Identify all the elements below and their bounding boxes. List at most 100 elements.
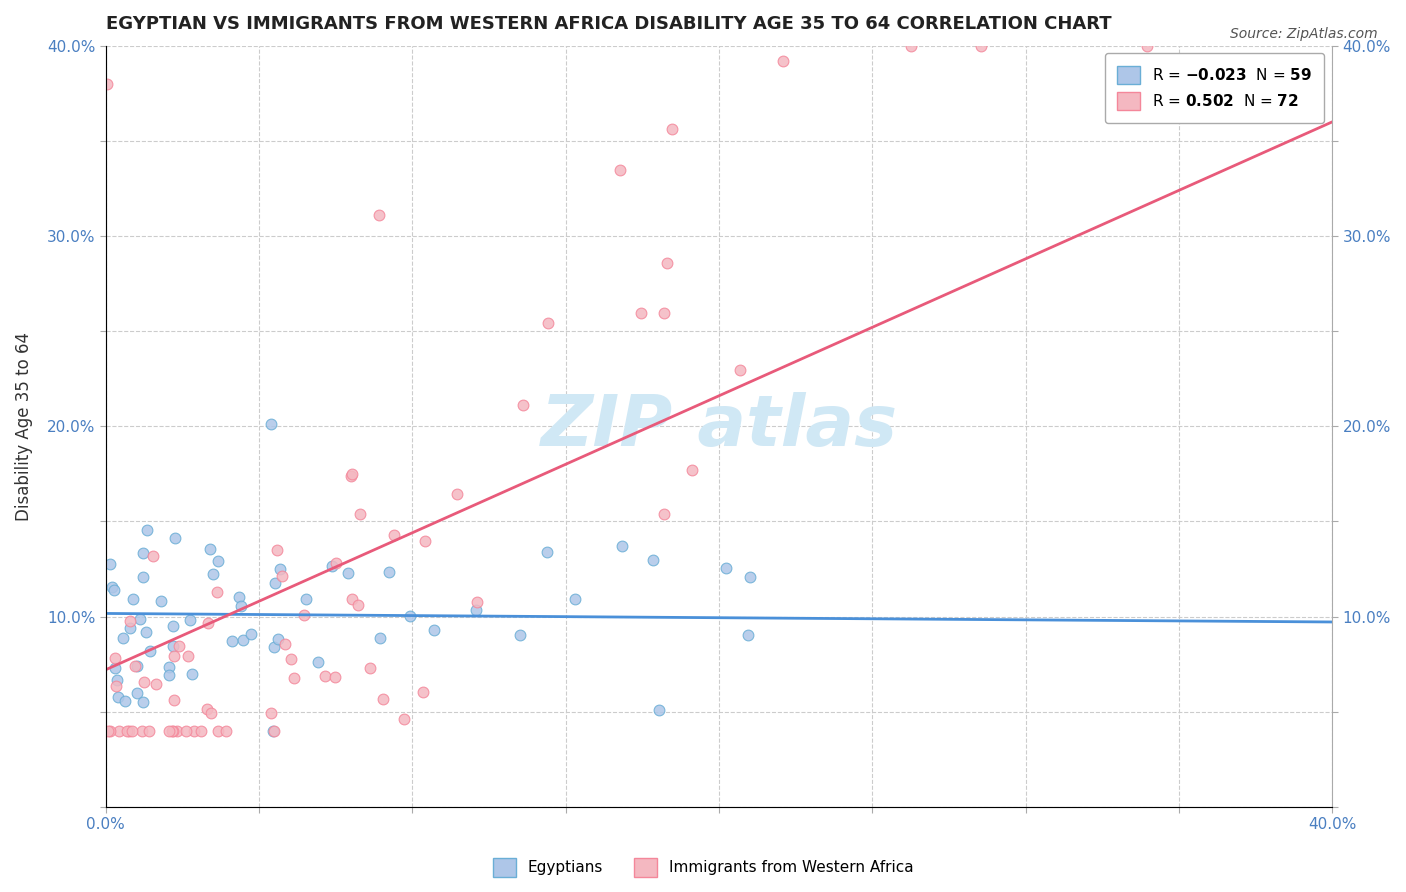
Point [228,590,250,604]
Point [131,723,153,738]
Text: EGYPTIAN VS IMMIGRANTS FROM WESTERN AFRICA DISABILITY AGE 35 TO 64 CORRELATION C: EGYPTIAN VS IMMIGRANTS FROM WESTERN AFRI… [105,15,1111,33]
Point [321,559,343,574]
Point [465,595,488,609]
Point [412,685,434,699]
Point [179,613,201,627]
Point [207,554,229,568]
Point [652,507,675,521]
Point [267,632,290,647]
Point [294,591,316,606]
Point [263,576,285,591]
Point [98,723,121,738]
Point [423,623,446,637]
Point [142,549,165,564]
Point [325,556,347,570]
Point [105,680,128,694]
Point [661,122,683,136]
Point [340,592,363,607]
Point [655,256,678,270]
Point [149,594,172,608]
Point [1136,38,1159,53]
Point [413,534,436,549]
Point [101,580,124,594]
Point [314,669,336,683]
Point [648,703,671,717]
Point [166,723,188,738]
Point [118,621,141,635]
Point [630,306,652,320]
Point [280,652,302,666]
Point [240,627,263,641]
Point [125,685,148,699]
Point [537,316,560,330]
Point [221,633,243,648]
Point [135,625,157,640]
Point [174,723,197,738]
Point [157,660,180,674]
Point [970,38,993,53]
Point [464,603,486,617]
Point [368,632,391,646]
Text: ZIP atlas: ZIP atlas [540,392,897,461]
Point [135,524,157,538]
Point [190,723,212,738]
Point [198,541,221,556]
Point [163,531,186,545]
Point [157,668,180,682]
Point [215,723,238,738]
Point [337,566,360,580]
Point [118,723,141,738]
Point [145,677,167,691]
Point [138,644,160,658]
Point [263,723,285,738]
Point [772,54,794,69]
Point [536,545,558,559]
Point [111,631,134,645]
Point [740,570,762,584]
Point [118,615,141,629]
Point [157,723,180,738]
Point [512,398,534,412]
Point [97,723,120,738]
Point [167,640,190,654]
Point [737,627,759,641]
Point [114,694,136,708]
Point [274,637,297,651]
Point [509,628,531,642]
Point [138,723,160,738]
Point [107,690,129,704]
Point [121,723,143,738]
Point [728,363,751,377]
Point [446,487,468,501]
Point [103,661,125,675]
Point [260,417,283,431]
Point [900,38,922,53]
Point [340,468,363,483]
Point [162,723,184,738]
Point [132,570,155,584]
Point [163,693,186,707]
Point [229,599,252,614]
Point [232,632,254,647]
Point [714,561,737,575]
Point [349,507,371,521]
Point [283,671,305,685]
Point [398,609,420,624]
Point [359,661,381,675]
Point [323,670,346,684]
Point [162,723,184,738]
Text: Source: ZipAtlas.com: Source: ZipAtlas.com [1230,27,1378,41]
Point [201,566,224,581]
Point [564,592,586,607]
Point [107,723,129,738]
Point [377,565,399,579]
Point [129,612,152,626]
Point [382,528,405,542]
Point [307,655,329,669]
Point [373,692,395,706]
Point [610,540,633,554]
Legend: R = $\mathbf{-0.023}$  N = $\mathbf{59}$, R = $\mathbf{0.502}$  N = $\mathbf{72}: R = $\mathbf{-0.023}$ N = $\mathbf{59}$,… [1105,54,1324,123]
Point [195,702,218,716]
Point [134,675,156,690]
Point [200,706,222,721]
